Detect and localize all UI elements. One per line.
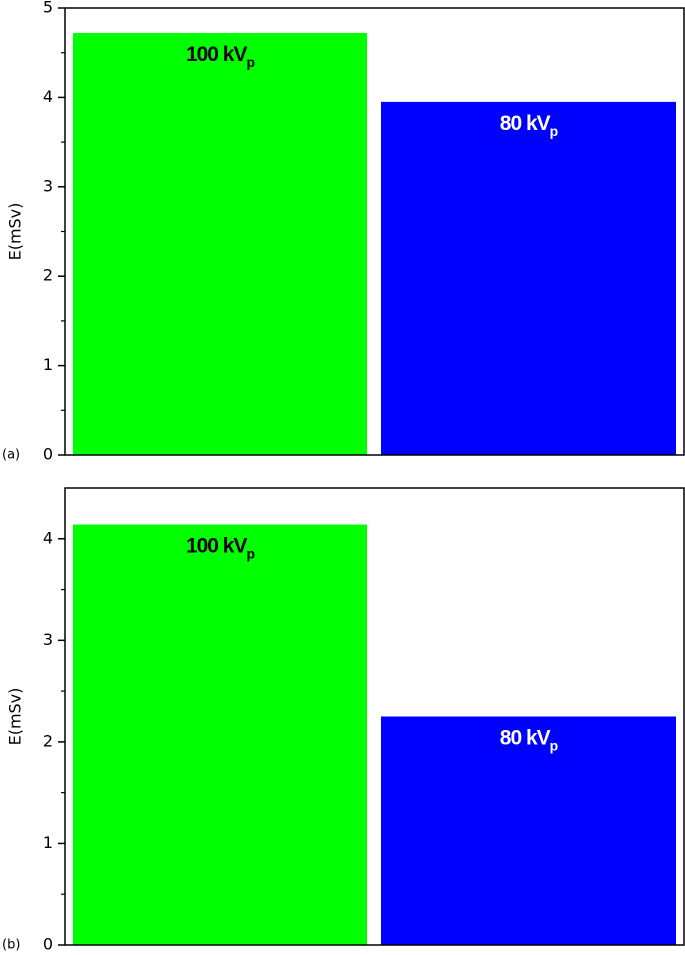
- category-subscript: p: [247, 545, 255, 561]
- y-tick-label: 2: [43, 731, 53, 750]
- bar-label: 80 kVp: [500, 111, 558, 138]
- y-tick-label: 3: [43, 176, 53, 195]
- bar-label: 100 kVp: [186, 43, 255, 70]
- panel-label: (a): [2, 448, 20, 463]
- y-tick-label: 4: [43, 528, 53, 547]
- category-label: 100 kV: [186, 43, 248, 66]
- y-tick-label: 0: [43, 935, 53, 954]
- category-label: 100 kV: [186, 534, 248, 557]
- bar-label: 100 kVp: [186, 534, 255, 561]
- y-axis-label: E(mSv): [6, 688, 25, 746]
- y-tick-label: 1: [43, 833, 53, 852]
- bar: [73, 524, 367, 945]
- y-tick-label: 0: [43, 445, 53, 464]
- y-tick-label: 4: [43, 87, 53, 106]
- category-subscript: p: [550, 123, 558, 139]
- plot-frame: [64, 487, 685, 946]
- category-label: 80 kV: [500, 111, 551, 134]
- bar-label: 80 kVp: [500, 726, 558, 753]
- y-tick-label: 2: [43, 266, 53, 285]
- bar: [381, 716, 676, 945]
- category-label: 80 kV: [500, 726, 551, 749]
- y-axis-label: E(mSv): [6, 203, 25, 261]
- panel-label: (b): [2, 938, 20, 953]
- bar: [381, 101, 676, 456]
- y-tick-label: 1: [43, 355, 53, 374]
- y-tick-label: 3: [43, 630, 53, 649]
- category-subscript: p: [550, 737, 558, 753]
- category-subscript: p: [247, 54, 255, 70]
- bar: [73, 33, 367, 455]
- y-tick-label: 5: [43, 0, 53, 17]
